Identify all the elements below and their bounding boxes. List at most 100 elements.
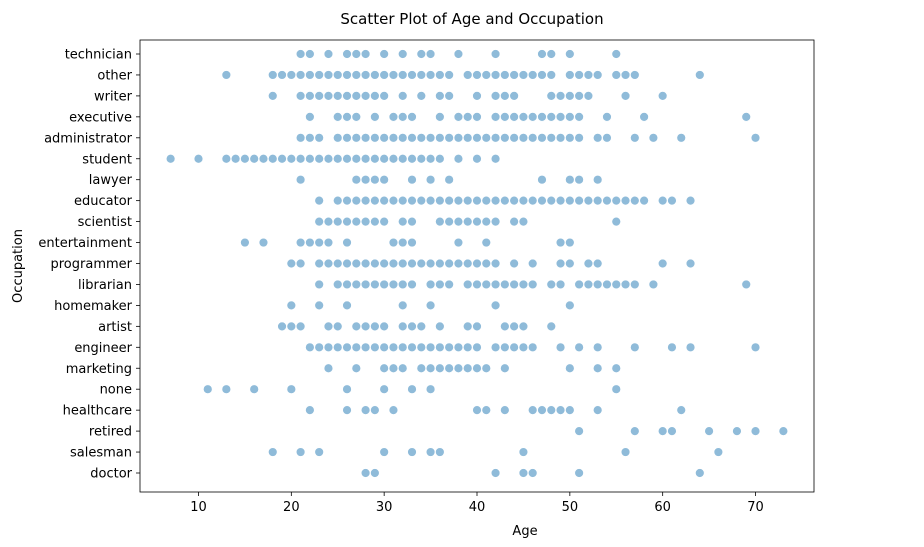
data-point-executive-40 — [472, 112, 482, 122]
data-point-scientist-30 — [379, 216, 389, 227]
data-point-librarian-43 — [500, 279, 510, 290]
data-point-artist-34 — [416, 321, 426, 332]
data-point-other-64 — [695, 70, 705, 80]
data-point-marketing-27 — [351, 363, 362, 373]
data-point-entertainment-21 — [295, 237, 306, 248]
data-point-artist-36 — [435, 321, 445, 332]
data-point-educator-25 — [333, 195, 343, 206]
data-point-marketing-50 — [565, 363, 575, 373]
data-point-programmer-29 — [370, 258, 380, 269]
data-point-programmer-53 — [592, 258, 603, 269]
data-point-writer-60 — [657, 91, 668, 101]
data-point-librarian-54 — [602, 279, 612, 290]
data-point-librarian-56 — [620, 279, 631, 290]
data-point-engineer-46 — [527, 342, 538, 352]
data-point-executive-50 — [565, 112, 575, 122]
data-point-marketing-53 — [592, 363, 603, 373]
data-point-technician-27 — [351, 49, 362, 59]
data-point-writer-30 — [379, 91, 389, 101]
data-point-educator-60 — [657, 195, 668, 206]
data-point-other-32 — [398, 70, 408, 80]
data-point-other-18 — [268, 70, 278, 80]
data-point-student-19 — [277, 154, 287, 164]
data-point-administrator-31 — [388, 133, 399, 143]
data-point-artist-45 — [518, 321, 529, 332]
data-point-marketing-30 — [379, 363, 389, 373]
x-tick-label-70: 70 — [747, 500, 764, 515]
data-point-artist-27 — [351, 321, 362, 332]
data-point-other-34 — [416, 70, 426, 80]
x-tick-label-40: 40 — [469, 500, 486, 515]
data-point-doctor-64 — [695, 468, 705, 478]
data-point-scientist-27 — [351, 216, 362, 227]
data-point-administrator-57 — [630, 133, 640, 143]
data-point-none-20 — [286, 384, 297, 394]
data-point-writer-51 — [574, 91, 584, 101]
y-tick-label-marketing: marketing — [66, 362, 132, 377]
data-point-marketing-36 — [435, 363, 445, 373]
data-point-other-23 — [314, 70, 324, 80]
data-point-doctor-45 — [518, 468, 529, 478]
data-point-engineer-40 — [472, 342, 482, 352]
data-point-entertainment-26 — [342, 237, 352, 248]
data-point-lawyer-28 — [360, 175, 371, 185]
data-point-marketing-34 — [416, 363, 426, 373]
y-tick-label-other: other — [97, 68, 132, 83]
data-point-none-13 — [221, 384, 232, 394]
data-point-engineer-70 — [750, 342, 761, 352]
data-point-student-26 — [342, 154, 352, 164]
data-point-administrator-43 — [500, 133, 510, 143]
data-point-programmer-35 — [425, 258, 436, 269]
data-point-scientist-25 — [333, 216, 343, 227]
data-point-lawyer-29 — [370, 175, 380, 185]
data-point-other-33 — [407, 70, 417, 80]
data-point-entertainment-17 — [258, 237, 269, 248]
data-point-programmer-25 — [333, 258, 343, 269]
x-tick-label-30: 30 — [376, 500, 393, 515]
data-point-student-33 — [407, 154, 417, 164]
data-point-educator-29 — [370, 195, 380, 206]
data-point-librarian-45 — [518, 279, 529, 290]
data-point-healthcare-40 — [472, 405, 482, 415]
data-point-librarian-49 — [555, 279, 566, 290]
data-point-healthcare-53 — [592, 405, 603, 415]
data-point-administrator-23 — [314, 133, 324, 143]
data-point-writer-44 — [509, 91, 519, 101]
data-point-engineer-23 — [314, 342, 324, 352]
data-point-engineer-49 — [555, 342, 566, 352]
data-point-librarian-69 — [741, 279, 751, 290]
data-point-technician-21 — [295, 49, 306, 59]
data-point-marketing-31 — [388, 363, 399, 373]
data-point-scientist-24 — [323, 216, 334, 227]
data-point-administrator-32 — [398, 133, 408, 143]
data-point-lawyer-35 — [425, 175, 436, 185]
data-point-none-35 — [425, 384, 436, 394]
data-point-student-36 — [435, 154, 445, 164]
data-point-scientist-26 — [342, 216, 352, 227]
data-point-student-18 — [268, 154, 278, 164]
data-point-artist-48 — [546, 321, 556, 332]
data-point-healthcare-48 — [546, 405, 556, 415]
x-tick-label-50: 50 — [562, 500, 579, 515]
data-point-administrator-36 — [435, 133, 445, 143]
data-point-scientist-23 — [314, 216, 324, 227]
data-point-executive-32 — [398, 112, 408, 122]
data-point-writer-29 — [370, 91, 380, 101]
data-point-executive-38 — [453, 112, 464, 122]
data-point-scientist-38 — [453, 216, 464, 227]
data-point-technician-32 — [398, 49, 408, 59]
data-point-educator-61 — [667, 195, 677, 206]
data-point-other-57 — [630, 70, 640, 80]
data-point-other-46 — [527, 70, 538, 80]
data-point-educator-55 — [611, 195, 621, 206]
data-point-student-10 — [193, 154, 204, 164]
data-point-engineer-29 — [370, 342, 380, 352]
data-point-other-13 — [221, 70, 232, 80]
data-point-executive-31 — [388, 112, 399, 122]
data-point-lawyer-33 — [407, 175, 417, 185]
data-point-technician-30 — [379, 49, 389, 59]
data-point-entertainment-50 — [565, 237, 575, 248]
data-point-librarian-35 — [425, 279, 436, 290]
data-point-programmer-23 — [314, 258, 324, 269]
data-point-educator-48 — [546, 195, 556, 206]
